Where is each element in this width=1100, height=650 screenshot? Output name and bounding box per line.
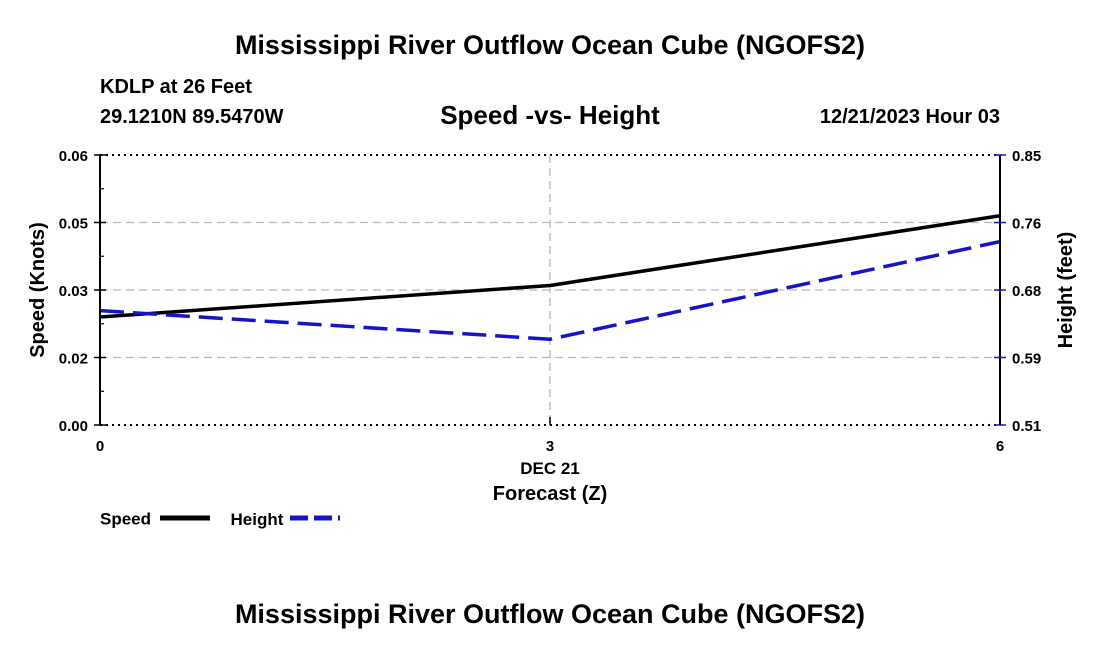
series-line-height — [99, 239, 1001, 341]
y2-tick-label: 0.85 — [1012, 148, 1041, 165]
legend-height-swatch — [290, 515, 341, 521]
y2-tick-label: 0.76 — [1012, 216, 1041, 233]
x-tick-label: 0 — [96, 438, 104, 455]
chart-subtitle: Speed -vs- Height — [440, 100, 660, 130]
station-coordinates: 29.1210N 89.5470W — [100, 106, 284, 128]
valid-time: 12/21/2023 Hour 03 — [819, 106, 1000, 128]
x-tick-label: 3 — [546, 438, 554, 455]
y-tick-label: 0.00 — [59, 418, 88, 435]
x-date-label: DEC 21 — [520, 459, 580, 478]
speed-height-chart: 0.00 0.02 0.03 0.05 0.06 0.51 0.59 0.68 0.76 0.85… — [27, 148, 1077, 505]
station-label: KDLP at 26 Feet — [100, 76, 252, 98]
y2-axis-label: Height (feet) — [1055, 232, 1077, 349]
y-tick-label: 0.03 — [59, 283, 88, 300]
series-layer — [99, 214, 1001, 341]
y2-tick-label: 0.51 — [1012, 418, 1041, 435]
x-tick-label: 6 — [996, 438, 1004, 455]
footer-title: Mississippi River Outflow Ocean Cube (NG… — [234, 599, 866, 629]
grid-lines — [100, 154, 1000, 426]
legend-height-label: Height — [230, 509, 284, 529]
series-line-speed — [99, 214, 1001, 319]
legend: Speed Height — [100, 509, 342, 530]
y-tick-label: 0.05 — [59, 216, 88, 233]
axes: 0.00 0.02 0.03 0.05 0.06 0.51 0.59 0.68 0.76 0.85… — [59, 148, 1041, 455]
y-tick-label: 0.02 — [59, 351, 88, 368]
x-axis-label: Forecast (Z) — [493, 483, 607, 505]
y-axis-label: Speed (Knots) — [27, 222, 49, 358]
legend-speed-swatch — [159, 515, 210, 521]
y-tick-label: 0.06 — [59, 148, 88, 165]
y2-tick-label: 0.68 — [1012, 283, 1041, 300]
y2-tick-label: 0.59 — [1012, 351, 1041, 368]
legend-speed-label: Speed — [100, 509, 152, 529]
chart-main-title: Mississippi River Outflow Ocean Cube (NG… — [234, 30, 866, 60]
